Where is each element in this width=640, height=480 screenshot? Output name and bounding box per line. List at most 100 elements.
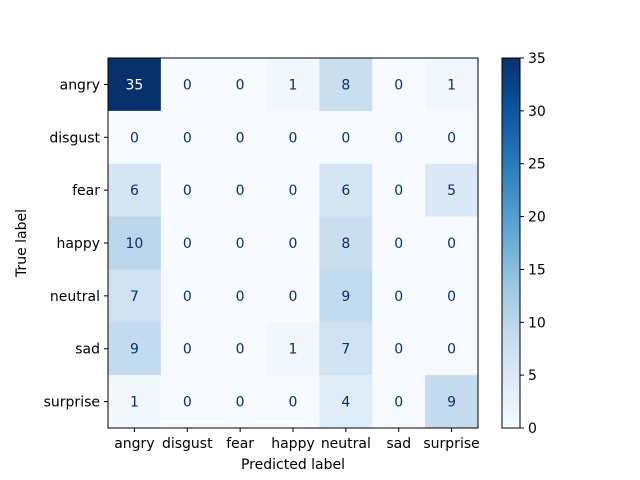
heatmap-cell xyxy=(425,58,479,112)
y-tick-label: fear xyxy=(72,183,100,199)
heatmap-cell xyxy=(108,110,162,165)
heatmap-cell xyxy=(372,58,426,112)
heatmap-cell xyxy=(372,269,426,323)
colorbar-tick-label: 20 xyxy=(528,210,546,226)
cell-value-label: 0 xyxy=(447,289,456,305)
heatmap-cell xyxy=(425,216,479,270)
cell-value-label: 0 xyxy=(236,342,245,358)
heatmap-cell xyxy=(266,58,320,112)
cell-value-label: 0 xyxy=(236,130,245,146)
heatmap-cell xyxy=(425,163,479,217)
heatmap-cell xyxy=(372,322,426,376)
heatmap-cell xyxy=(160,322,215,376)
cell-value-label: 6 xyxy=(130,183,139,199)
cell-value-label: 0 xyxy=(394,395,403,411)
cell-value-label: 0 xyxy=(289,395,298,411)
heatmap-cell xyxy=(160,375,215,429)
cell-value-label: 0 xyxy=(289,289,298,305)
cell-value-label: 0 xyxy=(447,130,456,146)
cell-value-label: 0 xyxy=(236,236,245,252)
cell-value-label: 1 xyxy=(289,342,298,358)
heatmap-cell xyxy=(108,375,162,429)
cell-value-label: 0 xyxy=(394,236,403,252)
cell-value-label: 8 xyxy=(341,77,350,93)
heatmap-cell xyxy=(319,216,373,270)
cell-value-label: 0 xyxy=(394,289,403,305)
cell-value-labels: 35 0 0 1 8 0 10 0 0 0 0 0 06 0 0 0 6 0 510 0 0 0 8 0 07 0 0 0 9 0 09 0 0… xyxy=(126,77,457,410)
heatmap-cell xyxy=(319,322,373,376)
cell-value-label: 7 xyxy=(130,289,139,305)
colorbar-tick-label: 15 xyxy=(528,262,546,278)
cell-value-label: 0 xyxy=(183,236,192,252)
x-tick-label: surprise xyxy=(423,436,479,452)
colorbar-tick-label: 35 xyxy=(528,51,546,67)
x-tick-label: disgust xyxy=(162,436,213,452)
heatmap-cell xyxy=(425,375,479,429)
cell-value-label: 0 xyxy=(236,395,245,411)
heatmap-cell xyxy=(213,110,267,165)
colorbar-tick-label: 5 xyxy=(528,368,537,384)
heatmap-cell xyxy=(213,58,267,112)
cell-value-label: 0 xyxy=(130,130,139,146)
y-tick-label: angry xyxy=(60,77,100,93)
heatmap-cell xyxy=(266,375,320,429)
heatmap-cell xyxy=(372,375,426,429)
heatmap-cell xyxy=(319,269,373,323)
heatmap-cell xyxy=(319,163,373,217)
cell-value-label: 0 xyxy=(289,183,298,199)
y-tick-label: surprise xyxy=(44,395,100,411)
heatmap-cells xyxy=(108,58,479,429)
heatmap-cell xyxy=(266,110,320,165)
cell-value-label: 9 xyxy=(341,289,350,305)
heatmap-cell xyxy=(372,163,426,217)
heatmap-cell xyxy=(108,269,162,323)
heatmap-cell xyxy=(108,58,162,112)
heatmap-cell xyxy=(213,163,267,217)
y-tick-label: disgust xyxy=(49,130,100,146)
heatmap-cell xyxy=(160,216,215,270)
cell-value-label: 9 xyxy=(447,395,456,411)
cell-value-label: 10 xyxy=(126,236,144,252)
x-tick-label: happy xyxy=(271,436,315,452)
y-tick-label: neutral xyxy=(50,289,100,305)
heatmap-cell xyxy=(319,58,373,112)
cell-value-label: 0 xyxy=(183,183,192,199)
cell-value-label: 9 xyxy=(130,342,139,358)
cell-value-label: 0 xyxy=(341,130,350,146)
heatmap-cell xyxy=(160,110,215,165)
cell-value-label: 0 xyxy=(236,183,245,199)
y-axis-ticks: angry disgust fear happy neutral sad surprise xyxy=(44,77,108,411)
heatmap-cell xyxy=(160,269,215,323)
colorbar-tick-label: 0 xyxy=(528,421,537,437)
cell-value-label: 0 xyxy=(394,130,403,146)
cell-value-label: 0 xyxy=(236,77,245,93)
y-tick-label: sad xyxy=(75,342,100,358)
cell-value-label: 7 xyxy=(341,342,350,358)
heatmap-cell xyxy=(108,216,162,270)
heatmap-cell xyxy=(266,269,320,323)
heatmap-cell xyxy=(319,110,373,165)
heatmap-cell xyxy=(266,163,320,217)
cell-value-label: 6 xyxy=(341,183,350,199)
cell-value-label: 0 xyxy=(394,77,403,93)
x-axis-ticks: angry disgust fear happy neutral sad surprise xyxy=(114,428,480,452)
x-tick-label: fear xyxy=(226,436,254,452)
heatmap-cell xyxy=(213,216,267,270)
colorbar-ticks: 0 5 10 15 20 25 30 35 xyxy=(520,51,546,437)
cell-value-label: 5 xyxy=(447,183,456,199)
heatmap-cell xyxy=(213,269,267,323)
heatmap-cell xyxy=(372,216,426,270)
cell-value-label: 1 xyxy=(289,77,298,93)
cell-value-label: 0 xyxy=(236,289,245,305)
heatmap-cell xyxy=(160,58,215,112)
y-tick-label: happy xyxy=(56,236,100,252)
cell-value-label: 0 xyxy=(394,183,403,199)
colorbar xyxy=(501,57,521,429)
heatmap-cell xyxy=(425,322,479,376)
y-axis-label: True label xyxy=(14,209,30,278)
heatmap-cell xyxy=(266,216,320,270)
cell-value-label: 0 xyxy=(183,289,192,305)
cell-value-label: 35 xyxy=(126,77,144,93)
cell-value-label: 0 xyxy=(183,395,192,411)
